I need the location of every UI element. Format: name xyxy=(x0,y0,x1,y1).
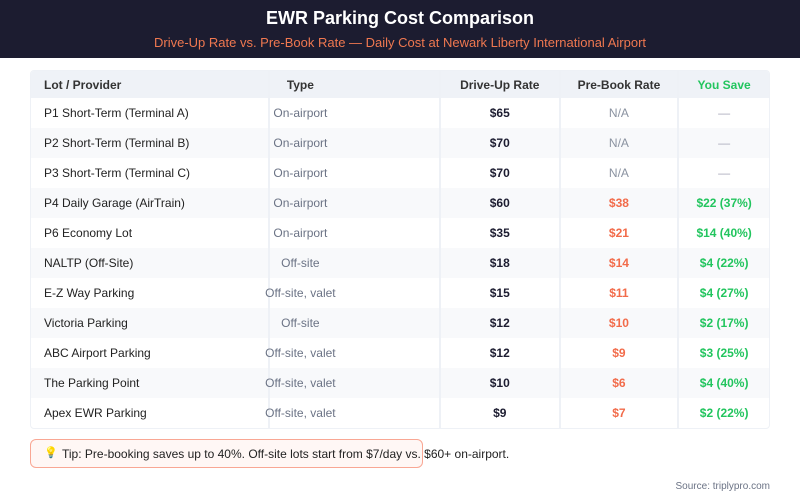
drive-up-rate: $18 xyxy=(441,248,561,278)
you-save: — xyxy=(718,166,731,180)
table-row: P4 Daily Garage (AirTrain) On-airport $6… xyxy=(31,188,769,218)
lot-name: P1 Short-Term (Terminal A) xyxy=(31,98,271,128)
comparison-table: Lot / Provider Type Drive-Up Rate Pre-Bo… xyxy=(30,70,770,429)
lot-type: Off-site, valet xyxy=(265,286,336,300)
col-header-you-save: You Save xyxy=(697,77,751,92)
lot-name: NALTP (Off-Site) xyxy=(31,248,271,278)
page-subtitle: Drive-Up Rate vs. Pre-Book Rate — Daily … xyxy=(153,35,647,50)
col-header-pre-book: Pre-Book Rate xyxy=(561,71,680,98)
lot-name: Victoria Parking xyxy=(31,308,271,338)
drive-up-rate: $70 xyxy=(441,158,561,188)
you-save: — xyxy=(718,136,731,150)
lot-type: On-airport xyxy=(273,196,328,210)
table-row: Apex EWR Parking Off-site, valet $9 $7 $… xyxy=(31,398,769,428)
pre-book-rate: $21 xyxy=(561,218,680,248)
pre-book-rate: $7 xyxy=(561,398,680,428)
lot-type: On-airport xyxy=(273,106,328,120)
lot-name: E-Z Way Parking xyxy=(31,278,271,308)
drive-up-rate: $12 xyxy=(441,308,561,338)
you-save: $2 (17%) xyxy=(699,316,749,330)
table-row: E-Z Way Parking Off-site, valet $15 $11 … xyxy=(31,278,769,308)
lot-name: P3 Short-Term (Terminal C) xyxy=(31,158,271,188)
col-header-drive-up: Drive-Up Rate xyxy=(441,71,561,98)
you-save: $14 (40%) xyxy=(696,226,752,240)
you-save: $3 (25%) xyxy=(699,346,749,360)
lot-name: P4 Daily Garage (AirTrain) xyxy=(31,188,271,218)
header: EWR Parking Cost Comparison Drive-Up Rat… xyxy=(0,0,800,58)
table-row: ABC Airport Parking Off-site, valet $12 … xyxy=(31,338,769,368)
you-save: — xyxy=(718,106,731,120)
drive-up-rate: $10 xyxy=(441,368,561,398)
table-row: P6 Economy Lot On-airport $35 $21 $14 (4… xyxy=(31,218,769,248)
lot-name: P2 Short-Term (Terminal B) xyxy=(31,128,271,158)
drive-up-rate: $60 xyxy=(441,188,561,218)
you-save: $2 (22%) xyxy=(699,406,749,420)
table-body: P1 Short-Term (Terminal A) On-airport $6… xyxy=(31,98,769,428)
drive-up-rate: $12 xyxy=(441,338,561,368)
you-save: $22 (37%) xyxy=(696,196,752,210)
lot-name: ABC Airport Parking xyxy=(31,338,271,368)
lot-type: Off-site, valet xyxy=(265,406,336,420)
pre-book-rate: N/A xyxy=(561,158,680,188)
pre-book-rate: $10 xyxy=(561,308,680,338)
source-note: Source: triplypro.com xyxy=(675,481,770,492)
table-row: NALTP (Off-Site) Off-site $18 $14 $4 (22… xyxy=(31,248,769,278)
table-header: Lot / Provider Type Drive-Up Rate Pre-Bo… xyxy=(31,71,769,98)
you-save: $4 (40%) xyxy=(699,376,749,390)
lot-type: Off-site, valet xyxy=(265,346,336,360)
pre-book-rate: $11 xyxy=(561,278,680,308)
drive-up-rate: $70 xyxy=(441,128,561,158)
col-header-type: Type xyxy=(286,77,314,92)
col-header-lot: Lot / Provider xyxy=(31,71,271,98)
pre-book-rate: $14 xyxy=(561,248,680,278)
lot-name: P6 Economy Lot xyxy=(31,218,271,248)
lot-name: Apex EWR Parking xyxy=(31,398,271,428)
table-row: P2 Short-Term (Terminal B) On-airport $7… xyxy=(31,128,769,158)
drive-up-rate: $9 xyxy=(441,398,561,428)
drive-up-rate: $65 xyxy=(441,98,561,128)
drive-up-rate: $15 xyxy=(441,278,561,308)
pre-book-rate: N/A xyxy=(561,98,680,128)
lot-name: The Parking Point xyxy=(31,368,271,398)
pre-book-rate: N/A xyxy=(561,128,680,158)
table-row: P1 Short-Term (Terminal A) On-airport $6… xyxy=(31,98,769,128)
lot-type: Off-site, valet xyxy=(265,376,336,390)
page-title: EWR Parking Cost Comparison xyxy=(265,8,535,28)
lot-type: Off-site xyxy=(281,316,320,330)
table-row: P3 Short-Term (Terminal C) On-airport $7… xyxy=(31,158,769,188)
pre-book-rate: $9 xyxy=(561,338,680,368)
tip-box xyxy=(30,439,423,468)
pre-book-rate: $6 xyxy=(561,368,680,398)
table-row: The Parking Point Off-site, valet $10 $6… xyxy=(31,368,769,398)
lot-type: On-airport xyxy=(273,136,328,150)
pre-book-rate: $38 xyxy=(561,188,680,218)
lot-type: Off-site xyxy=(281,256,320,270)
tip-text: Tip: Pre-booking saves up to 40%. Off-si… xyxy=(62,447,510,461)
drive-up-rate: $35 xyxy=(441,218,561,248)
table-row: Victoria Parking Off-site $12 $10 $2 (17… xyxy=(31,308,769,338)
lightbulb-icon: 💡 xyxy=(44,447,58,459)
you-save: $4 (22%) xyxy=(699,256,749,270)
lot-type: On-airport xyxy=(273,226,328,240)
lot-type: On-airport xyxy=(273,166,328,180)
you-save: $4 (27%) xyxy=(699,286,749,300)
